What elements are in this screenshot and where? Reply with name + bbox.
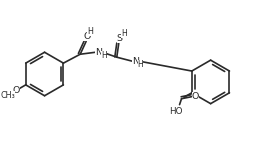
Text: S: S: [117, 34, 123, 43]
Text: O: O: [192, 92, 199, 101]
Text: N: N: [132, 57, 139, 66]
Text: H: H: [138, 60, 143, 69]
Text: H: H: [87, 27, 93, 36]
Text: N: N: [95, 48, 103, 57]
Text: CH₃: CH₃: [0, 91, 15, 100]
Text: H: H: [121, 29, 127, 38]
Text: HO: HO: [169, 107, 182, 116]
Text: O: O: [83, 32, 91, 41]
Text: H: H: [101, 51, 107, 60]
Text: O: O: [13, 86, 20, 95]
